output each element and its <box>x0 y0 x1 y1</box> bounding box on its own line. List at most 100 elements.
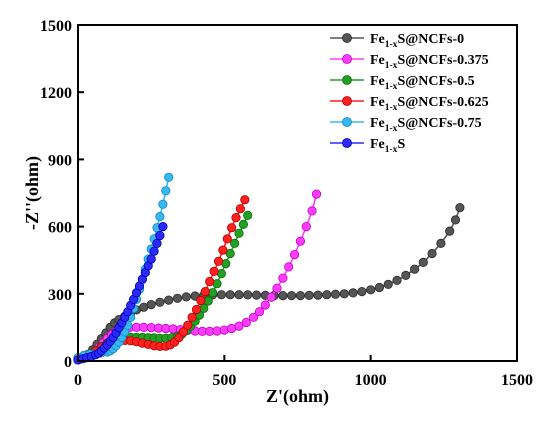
data-point <box>249 312 259 322</box>
data-point <box>155 231 165 241</box>
data-point <box>227 223 237 233</box>
data-point <box>266 292 276 302</box>
y-tick-label: 0 <box>64 354 72 371</box>
data-point <box>286 290 297 301</box>
data-point <box>158 222 168 232</box>
x-axis-title: Z'(ohm) <box>266 386 329 407</box>
y-axis-title: -Z''(ohm) <box>22 156 43 230</box>
data-point <box>427 248 437 259</box>
data-point <box>339 289 349 299</box>
legend-marker <box>342 75 352 85</box>
data-point <box>181 292 191 302</box>
data-point <box>149 246 159 256</box>
data-point <box>240 195 250 205</box>
data-point <box>374 282 384 293</box>
legend-marker <box>342 138 352 148</box>
legend-marker <box>342 117 352 127</box>
ticks-layer: 0 500 1000 1500 0 300 600 900 1200 1500 <box>40 18 533 389</box>
data-point <box>213 256 224 266</box>
data-point <box>301 222 311 232</box>
data-point <box>155 297 165 307</box>
y-tick-label: 900 <box>48 152 72 169</box>
data-point <box>243 290 253 300</box>
legend-item: Fe1-xS@NCFs-0 <box>330 32 464 50</box>
data-point <box>235 204 245 214</box>
data-point <box>231 213 241 223</box>
y-tick-label: 600 <box>48 220 72 237</box>
data-point <box>418 257 428 267</box>
data-point <box>289 250 300 260</box>
data-point <box>218 245 228 255</box>
data-point <box>230 238 240 248</box>
legend-label: Fe1-xS <box>370 137 405 155</box>
data-point <box>243 210 253 220</box>
data-point <box>158 199 168 209</box>
data-point <box>146 299 156 310</box>
x-tick-label: 500 <box>212 372 236 389</box>
legend-item: Fe1-xS@NCFs-0.5 <box>330 74 475 92</box>
data-point <box>164 295 174 305</box>
data-point <box>146 254 156 264</box>
data-point <box>187 312 197 322</box>
x-tick-label: 1500 <box>501 372 533 389</box>
legend-item: Fe1-xS@NCFs-0.75 <box>330 116 482 134</box>
data-point <box>216 290 226 300</box>
data-point <box>222 234 232 244</box>
plot-frame <box>77 24 518 362</box>
data-point <box>436 238 446 248</box>
data-point <box>196 295 206 306</box>
legend-marker <box>342 54 352 64</box>
data-point <box>311 189 322 199</box>
legend-label: Fe1-xS@NCFs-0.375 <box>370 53 489 71</box>
data-point <box>392 275 402 285</box>
data-point <box>445 226 455 236</box>
data-point <box>450 215 461 225</box>
data-point <box>234 290 244 300</box>
data-point <box>152 238 162 248</box>
data-point <box>164 172 174 182</box>
legend-label: Fe1-xS@NCFs-0.5 <box>370 74 475 92</box>
data-point <box>234 321 244 331</box>
series-layer <box>73 172 465 365</box>
data-point <box>234 228 244 238</box>
data-point <box>200 286 210 297</box>
data-point <box>307 206 317 216</box>
y-tick-label: 1200 <box>40 85 72 102</box>
data-point <box>155 211 165 222</box>
legend-item: Fe1-xS <box>330 137 405 155</box>
data-point <box>304 290 314 300</box>
data-point <box>183 320 193 330</box>
x-tick-label: 1000 <box>355 372 387 389</box>
legend-label: Fe1-xS@NCFs-0.75 <box>370 116 482 134</box>
legend-item: Fe1-xS@NCFs-0.625 <box>330 95 489 113</box>
data-point <box>284 262 294 272</box>
data-point <box>401 270 411 280</box>
data-point <box>251 290 262 300</box>
data-point <box>205 276 215 287</box>
y-tick-label: 1500 <box>40 18 72 35</box>
legend-label: Fe1-xS@NCFs-0 <box>370 32 464 50</box>
data-point <box>278 290 288 301</box>
data-point <box>330 289 341 299</box>
data-point <box>383 279 393 289</box>
data-point <box>295 236 305 246</box>
legend-marker <box>342 33 352 43</box>
data-point <box>260 300 270 310</box>
data-point <box>161 186 171 196</box>
data-point <box>209 266 219 276</box>
legend-label: Fe1-xS@NCFs-0.625 <box>370 95 489 113</box>
x-tick-label: 0 <box>74 372 82 389</box>
legend-marker <box>342 96 352 106</box>
series-group <box>73 203 465 365</box>
data-point <box>238 219 248 229</box>
data-point <box>278 273 288 283</box>
data-point <box>254 307 265 317</box>
data-point <box>191 304 202 315</box>
data-point <box>178 327 188 337</box>
data-point <box>409 264 420 274</box>
data-point <box>357 286 367 297</box>
data-point <box>172 293 183 303</box>
data-point <box>225 248 235 259</box>
data-point <box>272 283 282 293</box>
